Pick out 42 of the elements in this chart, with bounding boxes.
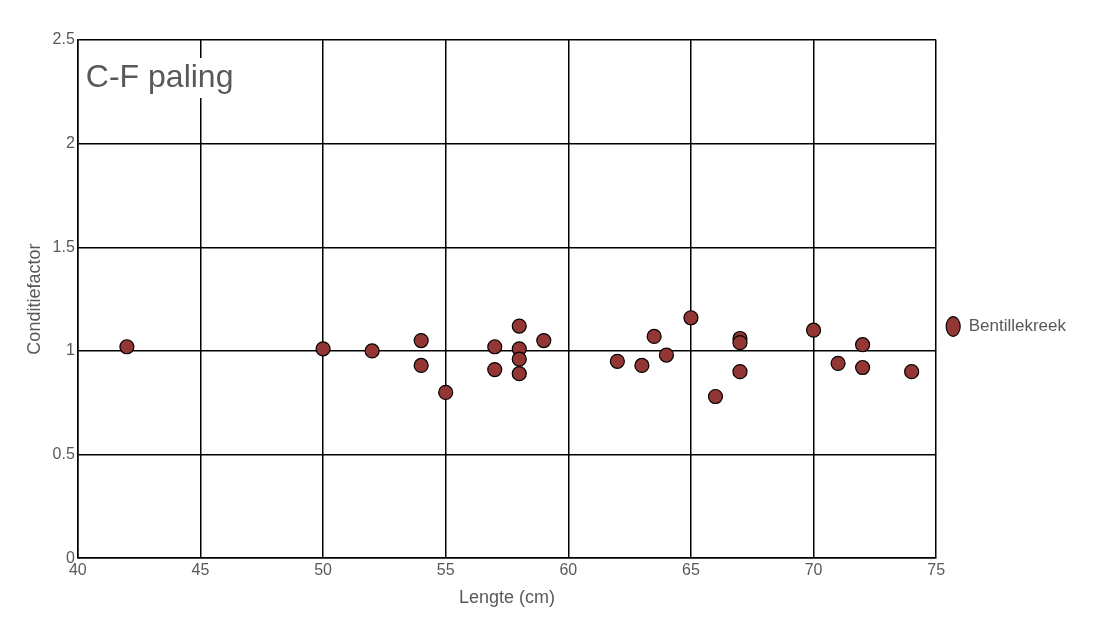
point: [855, 359, 871, 376]
point: [511, 366, 527, 382]
point: [413, 357, 429, 374]
point: [634, 357, 650, 374]
y-tick-label: 2: [65, 134, 75, 152]
x-tick-label: 70: [804, 561, 823, 579]
point: [487, 339, 503, 355]
x-tick-label: 45: [191, 561, 210, 579]
point: [487, 361, 503, 378]
point: [805, 322, 822, 338]
x-tick-label: 75: [927, 561, 946, 579]
x-tick-label: 50: [314, 561, 333, 579]
point: [732, 335, 748, 351]
x-tick-label: 55: [436, 561, 455, 579]
point: [609, 353, 625, 369]
point: [855, 337, 871, 353]
point: [413, 332, 429, 349]
point: [315, 341, 331, 357]
point: [438, 384, 454, 400]
x-tick-label: 40: [68, 561, 87, 579]
x-tick-label: 65: [682, 561, 700, 579]
point: [707, 388, 724, 405]
y-tick-label: 0.5: [52, 444, 75, 462]
point: [119, 339, 135, 355]
y-axis-title: Conditiefactor: [23, 243, 44, 355]
text: C-F paling: [85, 57, 234, 94]
point: [511, 351, 527, 367]
point: [830, 355, 846, 371]
point: [732, 364, 748, 380]
point: [511, 318, 527, 334]
point: [536, 332, 552, 349]
legend-label: Bentillekreek: [968, 316, 1067, 336]
y-tick-label: 1: [65, 341, 75, 359]
point: [658, 347, 675, 363]
y-tick-label: 1.5: [52, 237, 75, 255]
point: [683, 310, 699, 326]
point: [904, 364, 920, 380]
x-axis-title: Lengte (cm): [458, 587, 556, 608]
point: [364, 343, 380, 359]
y-tick-label: 2.5: [52, 30, 75, 48]
x-tick-label: 60: [559, 561, 578, 579]
point: [646, 328, 662, 345]
